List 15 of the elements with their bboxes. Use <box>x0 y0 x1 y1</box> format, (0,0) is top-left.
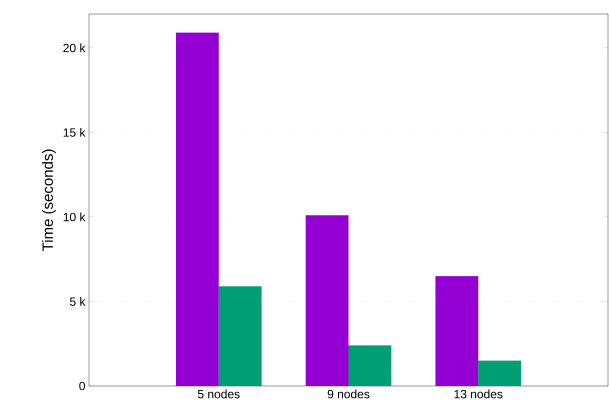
x-tick-label: 5 nodes <box>198 390 240 398</box>
y-tick-label: 15 k <box>64 128 86 137</box>
x-tick-label: 9 nodes <box>328 390 370 398</box>
bar <box>478 360 522 386</box>
bar <box>306 215 349 386</box>
y-tick-label: 20 k <box>63 43 86 52</box>
y-tick-label: 5 k <box>70 297 86 306</box>
bar <box>176 32 219 386</box>
y-axis-title: Time (seconds) <box>42 150 56 252</box>
y-tick-label: 10 k <box>64 212 86 222</box>
y-tick-label: 0 <box>79 382 86 390</box>
bar <box>218 286 262 386</box>
bar <box>435 276 478 386</box>
x-tick-label: 13 nodes <box>454 390 502 398</box>
bar <box>348 345 392 386</box>
